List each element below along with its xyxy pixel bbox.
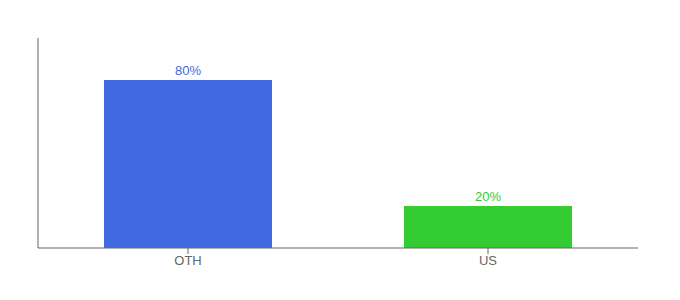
- svg-text:US: US: [479, 253, 497, 268]
- svg-text:80%: 80%: [175, 63, 201, 78]
- svg-text:20%: 20%: [475, 189, 501, 204]
- svg-text:OTH: OTH: [174, 253, 201, 268]
